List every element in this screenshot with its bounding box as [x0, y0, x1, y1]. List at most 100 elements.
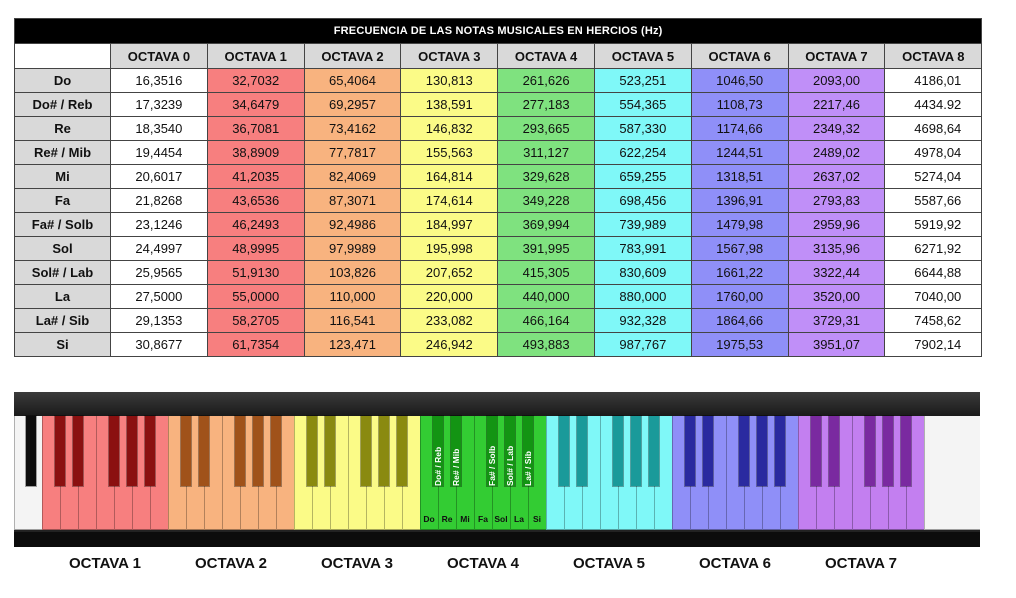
frequency-cell: 97,9989	[303, 236, 402, 261]
frequency-cell: 830,609	[593, 260, 692, 285]
frequency-cell: 73,4162	[303, 116, 402, 141]
black-key	[396, 416, 407, 486]
frequency-cell: 1046,50	[690, 68, 789, 93]
black-key	[864, 416, 875, 486]
frequency-cell: 5587,66	[884, 188, 983, 213]
frequency-cell: 1396,91	[690, 188, 789, 213]
frequency-cell: 1864,66	[690, 308, 789, 333]
table-row: Re 18,3540 36,7081 73,4162 146,832 293,665 587…	[14, 116, 983, 141]
table-row: Sol 24,4997 48,9995 97,9989 195,998 391,995 78…	[14, 236, 983, 261]
frequency-cell: 155,563	[400, 140, 499, 165]
black-key-label: La# / Sib	[522, 451, 533, 486]
frequency-cell: 7040,00	[884, 284, 983, 309]
black-key	[486, 416, 497, 486]
octave-caption: OCTAVA 3	[321, 555, 393, 572]
frequency-cell: 659,255	[593, 164, 692, 189]
note-name: Fa# / Solb	[14, 212, 111, 237]
note-name: Si	[14, 332, 111, 357]
frequency-cell: 43,6536	[206, 188, 305, 213]
black-key	[432, 416, 443, 486]
note-name: Re# / Mib	[14, 140, 111, 165]
frequency-cell: 1760,00	[690, 284, 789, 309]
octave-caption: OCTAVA 1	[69, 555, 141, 572]
black-key	[306, 416, 317, 486]
frequency-cell: 220,000	[400, 284, 499, 309]
frequency-cell: 1318,51	[690, 164, 789, 189]
octave-caption: OCTAVA 2	[195, 555, 267, 572]
frequency-cell: 246,942	[400, 332, 499, 357]
frequency-cell: 466,164	[497, 308, 595, 333]
frequency-cell: 587,330	[593, 116, 692, 141]
black-key	[648, 416, 659, 486]
black-key	[126, 416, 137, 486]
frequency-cell: 92,4986	[303, 212, 402, 237]
note-name: La	[14, 284, 111, 309]
black-key	[828, 416, 839, 486]
frequency-cell: 415,305	[497, 260, 595, 285]
column-header: OCTAVA 0	[110, 43, 208, 69]
frequency-cell: 138,591	[400, 92, 499, 117]
frequency-cell: 46,2493	[206, 212, 305, 237]
frequency-cell: 622,254	[593, 140, 692, 165]
frequency-cell: 2637,02	[787, 164, 886, 189]
column-header: OCTAVA 2	[303, 43, 402, 69]
frequency-cell: 739,989	[593, 212, 692, 237]
frequency-cell: 5919,92	[884, 212, 983, 237]
frequency-cell: 493,883	[497, 332, 595, 357]
column-header: OCTAVA 3	[400, 43, 499, 69]
frequency-cell: 48,9995	[206, 236, 305, 261]
frequency-cell: 1174,66	[690, 116, 789, 141]
frequency-cell: 146,832	[400, 116, 499, 141]
black-key	[504, 416, 515, 486]
piano-base	[14, 532, 980, 547]
frequency-cell: 932,328	[593, 308, 692, 333]
frequency-cell: 61,7354	[206, 332, 305, 357]
frequency-cell: 3322,44	[787, 260, 886, 285]
frequency-cell: 311,127	[497, 140, 595, 165]
table-body: Do 16,3516 32,7032 65,4064 130,813 261,626 523…	[14, 68, 983, 357]
frequency-cell: 698,456	[593, 188, 692, 213]
frequency-cell: 293,665	[497, 116, 595, 141]
frequency-cell: 2217,46	[787, 92, 886, 117]
black-key	[234, 416, 245, 486]
frequency-cell: 77,7817	[303, 140, 402, 165]
white-key-label: La	[514, 514, 524, 524]
frequency-cell: 1661,22	[690, 260, 789, 285]
frequency-cell: 27,5000	[110, 284, 208, 309]
frequency-cell: 23,1246	[110, 212, 208, 237]
frequency-cell: 4434.92	[884, 92, 983, 117]
frequency-cell: 277,183	[497, 92, 595, 117]
frequency-cell: 32,7032	[206, 68, 305, 93]
black-key	[72, 416, 83, 486]
white-key-label: Sol	[494, 514, 508, 524]
frequency-cell: 2093,00	[787, 68, 886, 93]
frequency-cell: 58,2705	[206, 308, 305, 333]
frequency-cell: 19,4454	[110, 140, 208, 165]
note-name: Fa	[14, 188, 111, 213]
frequency-cell: 1108,73	[690, 92, 789, 117]
frequency-cell: 116,541	[303, 308, 402, 333]
frequency-cell: 21,8268	[110, 188, 208, 213]
table-row: Sol# / Lab 25,9565 51,9130 103,826 207,652 41…	[14, 260, 983, 285]
black-key	[324, 416, 335, 486]
black-key	[684, 416, 695, 486]
frequency-cell: 261,626	[497, 68, 595, 93]
black-key-label: Fa# / Solb	[486, 445, 497, 486]
octave-caption: OCTAVA 6	[699, 555, 771, 572]
white-key-label: Re	[441, 514, 453, 524]
black-key	[450, 416, 461, 486]
black-key	[900, 416, 911, 486]
frequency-cell: 55,0000	[206, 284, 305, 309]
frequency-cell: 30,8677	[110, 332, 208, 357]
frequency-cell: 110,000	[303, 284, 402, 309]
piano-lid	[14, 392, 980, 416]
frequency-cell: 69,2957	[303, 92, 402, 117]
table-title: FRECUENCIA DE LAS NOTAS MUSICALES EN HER…	[13, 18, 983, 44]
octave-caption: OCTAVA 4	[447, 555, 519, 572]
black-key	[144, 416, 155, 486]
frequency-cell: 3520,00	[787, 284, 886, 309]
frequency-cell: 2793,83	[787, 188, 886, 213]
frequency-cell: 783,991	[593, 236, 692, 261]
black-key	[54, 416, 65, 486]
note-name: Re	[14, 116, 111, 141]
